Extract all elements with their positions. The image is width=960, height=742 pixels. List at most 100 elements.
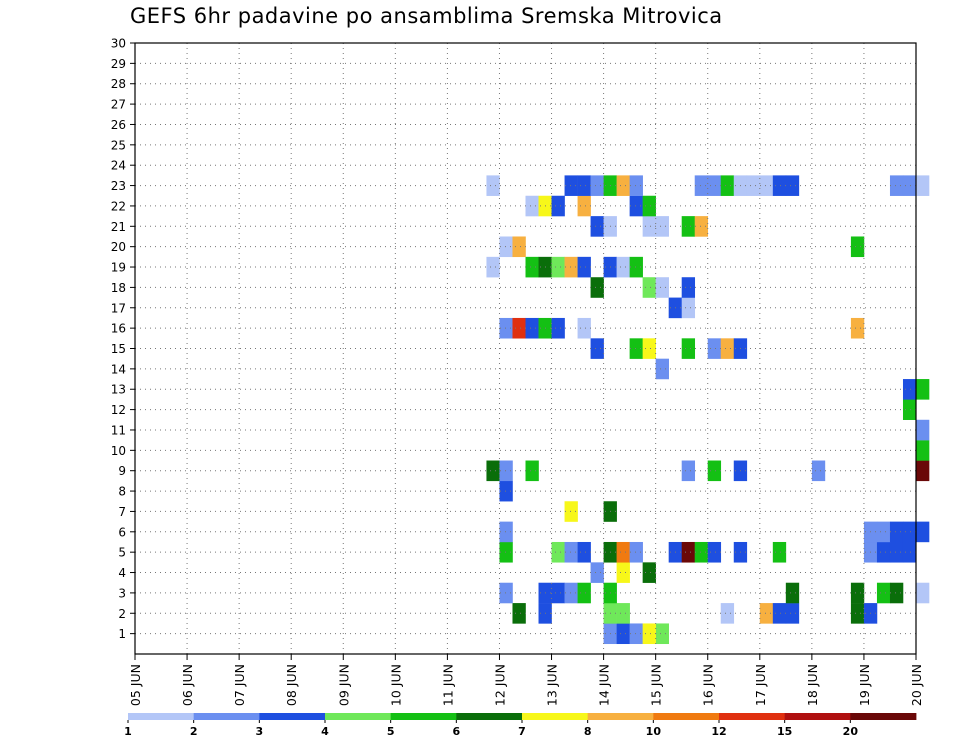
y-tick-label: 17 [111, 301, 126, 315]
colorbar-segment [850, 713, 917, 720]
precip-cell [486, 175, 500, 196]
precip-cell [720, 175, 735, 196]
precip-cell [590, 216, 604, 237]
precip-cell [577, 175, 591, 196]
x-tick-label: 10 JUN [388, 664, 403, 706]
y-tick-label: 28 [111, 77, 126, 91]
precip-cell [916, 175, 930, 196]
precip-cell [642, 195, 656, 217]
precip-cell [785, 603, 800, 624]
precip-cell [720, 603, 735, 624]
precip-cell [694, 541, 709, 563]
precip-cell [642, 623, 656, 645]
precip-cell [577, 256, 591, 278]
precip-cell [850, 582, 865, 604]
colorbar-label: 10 [646, 725, 662, 738]
precip-cell [681, 460, 696, 482]
y-tick-label: 6 [118, 525, 126, 539]
precip-cell [772, 175, 787, 196]
precip-cell [629, 195, 643, 217]
y-tick-label: 24 [111, 159, 126, 173]
precip-cell [525, 317, 539, 339]
y-tick-label: 10 [111, 444, 126, 458]
precip-cell [902, 175, 917, 196]
y-tick-label: 3 [118, 586, 126, 600]
precip-cell [916, 521, 930, 543]
precip-cell [850, 236, 865, 258]
precip-cell [590, 277, 604, 298]
precip-cell [889, 521, 904, 543]
precip-cell [785, 582, 800, 604]
x-tick-label: 05 JUN [128, 664, 143, 706]
precip-cell [681, 338, 696, 359]
colorbar-label: 15 [777, 725, 792, 738]
colorbar-label: 4 [321, 725, 329, 738]
precip-cell [577, 317, 591, 339]
precip-cell [499, 541, 513, 563]
precip-cell [889, 175, 904, 196]
precip-cell [616, 603, 630, 624]
precip-cell [876, 521, 891, 543]
precip-cell [707, 338, 722, 359]
precip-cell [629, 623, 643, 645]
precip-cell [902, 521, 917, 543]
colorbar-label: 7 [518, 725, 526, 738]
y-tick-label: 4 [118, 566, 126, 580]
x-tick-label: 06 JUN [180, 664, 195, 706]
x-tick-label: 11 JUN [440, 664, 455, 706]
precip-cell [916, 419, 930, 441]
precip-cell [772, 603, 787, 624]
precip-cell [564, 256, 578, 278]
precip-cell [681, 216, 696, 237]
precip-cell [889, 582, 904, 604]
precip-cell [916, 582, 930, 604]
precip-cell [564, 501, 578, 522]
y-tick-label: 21 [111, 220, 126, 234]
colorbar-segment [719, 713, 786, 720]
precip-cell [707, 460, 722, 482]
y-tick-label: 9 [118, 464, 126, 478]
precip-cell [551, 195, 565, 217]
precip-cell [655, 216, 669, 237]
y-tick-label: 27 [111, 98, 126, 112]
x-tick-label: 17 JUN [753, 664, 768, 706]
colorbar-segment [390, 713, 457, 720]
colorbar-segment [522, 713, 589, 720]
chart-title: GEFS 6hr padavine po ansamblima Sremska … [130, 4, 723, 28]
precip-cell [916, 460, 930, 482]
precip-cell [746, 175, 761, 196]
colorbar-segment [128, 713, 195, 720]
precip-cell [876, 541, 891, 563]
x-tick-label: 16 JUN [701, 664, 716, 706]
precip-cell [850, 603, 865, 624]
precip-cell [590, 338, 604, 359]
precip-cell [694, 216, 709, 237]
precip-cell [681, 541, 696, 563]
precip-cell [499, 317, 513, 339]
precip-cell [525, 460, 539, 482]
precip-cell [681, 277, 696, 298]
colorbar-segment [587, 713, 654, 720]
precip-cell [629, 256, 643, 278]
colorbar-segment [653, 713, 720, 720]
precip-cell [499, 460, 513, 482]
precip-cell [486, 256, 500, 278]
precip-cell [902, 541, 917, 563]
precip-cell [525, 195, 539, 217]
y-tick-label: 26 [111, 118, 126, 132]
colorbar-label: 12 [711, 725, 726, 738]
precip-cell [499, 236, 513, 258]
precip-cell [525, 256, 539, 278]
y-tick-label: 8 [118, 485, 126, 499]
x-tick-label: 07 JUN [232, 664, 247, 706]
y-tick-label: 19 [111, 261, 126, 275]
precip-cell [681, 297, 696, 319]
precip-cell [616, 175, 630, 196]
colorbar-segment [259, 713, 326, 720]
precip-cell [551, 541, 565, 563]
colorbar-label: 8 [584, 725, 592, 738]
precip-cell [551, 256, 565, 278]
precip-cell [694, 175, 709, 196]
y-tick-label: 11 [111, 423, 126, 437]
